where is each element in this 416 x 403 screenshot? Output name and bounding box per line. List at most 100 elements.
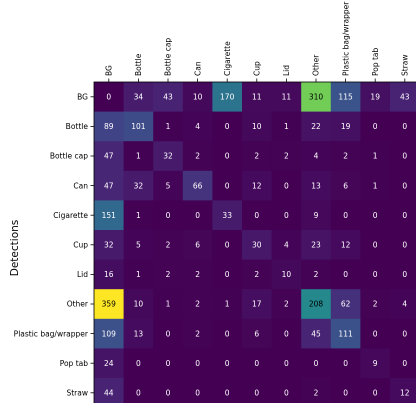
cell-value-label: 33 bbox=[222, 211, 232, 220]
heatmap-cell-bottle-can bbox=[182, 111, 213, 142]
heatmap-cell-bottle-cap-bottle-cap bbox=[153, 141, 184, 172]
y-axis-title: Detections bbox=[9, 220, 21, 276]
cell-value-label: 5 bbox=[136, 241, 141, 250]
x-tick-label-bottle: Bottle bbox=[134, 53, 143, 76]
y-tick-label-other: Other bbox=[67, 300, 89, 309]
heatmap-cell-can-cigarette bbox=[212, 170, 243, 201]
heatmap-cell-plastic-bag-wrapper-bottle-cap bbox=[153, 318, 184, 349]
heatmap-cell-cup-bottle bbox=[123, 230, 154, 260]
cell-value-label: 0 bbox=[402, 241, 407, 250]
cell-value-label: 0 bbox=[254, 211, 259, 220]
heatmap-cell-straw-straw bbox=[390, 378, 416, 403]
cell-value-label: 0 bbox=[402, 329, 407, 338]
cell-value-label: 34 bbox=[134, 93, 144, 102]
cell-value-label: 0 bbox=[343, 359, 348, 368]
heatmap-cell-bottle-pop-tab bbox=[360, 111, 391, 142]
cell-value-label: 170 bbox=[220, 93, 235, 102]
x-tick-label-bg: BG bbox=[105, 65, 114, 76]
cell-value-label: 0 bbox=[402, 270, 407, 279]
cell-value-label: 151 bbox=[102, 211, 117, 220]
heatmap-cell-other-can bbox=[182, 289, 213, 320]
cell-value-label: 6 bbox=[343, 181, 348, 190]
heatmap-cell-bg-plastic-bag-wrapper bbox=[330, 82, 361, 112]
y-tick-label-straw: Straw bbox=[66, 389, 88, 398]
cell-value-label: 44 bbox=[104, 389, 114, 398]
heatmap-cell-plastic-bag-wrapper-bottle bbox=[123, 318, 154, 349]
heatmap-cell-cigarette-lid bbox=[271, 200, 302, 231]
cell-value-label: 359 bbox=[102, 300, 117, 309]
cell-value-label: 23 bbox=[311, 241, 321, 250]
heatmap-cell-pop-tab-lid bbox=[271, 348, 302, 379]
cell-value-label: 0 bbox=[402, 181, 407, 190]
cell-value-label: 0 bbox=[166, 359, 171, 368]
x-tick-label-pop-tab: Pop tab bbox=[371, 47, 380, 76]
cell-value-label: 2 bbox=[314, 270, 319, 279]
y-tick-label-bottle: Bottle bbox=[66, 122, 89, 131]
heatmap-cell-bottle-cap-lid bbox=[271, 141, 302, 172]
heatmap-cell-pop-tab-other bbox=[301, 348, 332, 379]
heatmap-cell-bg-bg bbox=[94, 82, 124, 112]
cell-value-label: 10 bbox=[252, 122, 262, 131]
cell-value-label: 0 bbox=[225, 329, 230, 338]
heatmap-cell-lid-can bbox=[182, 259, 213, 290]
heatmap-cell-bg-bottle bbox=[123, 82, 154, 112]
cell-value-label: 11 bbox=[282, 93, 292, 102]
cell-value-label: 0 bbox=[402, 122, 407, 131]
cell-value-label: 0 bbox=[166, 329, 171, 338]
heatmap-cell-can-bottle bbox=[123, 170, 154, 201]
heatmap-cell-cigarette-cup bbox=[242, 200, 272, 231]
heatmap-cell-plastic-bag-wrapper-plastic-bag-wrapper bbox=[330, 318, 361, 349]
heatmap-cell-other-pop-tab bbox=[360, 289, 391, 320]
x-tick-label-lid: Lid bbox=[282, 65, 291, 76]
heatmap-cell-other-bg bbox=[94, 289, 124, 320]
heatmap-cell-cup-bg bbox=[94, 230, 124, 260]
heatmap-cell-cup-can bbox=[182, 230, 213, 260]
heatmap-cell-bg-other bbox=[301, 82, 332, 112]
heatmap-cell-can-bg bbox=[94, 170, 124, 201]
heatmap-cell-lid-bottle bbox=[123, 259, 154, 290]
cell-value-label: 2 bbox=[195, 270, 200, 279]
cell-value-label: 2 bbox=[195, 300, 200, 309]
heatmap-cell-cigarette-cigarette bbox=[212, 200, 243, 231]
cell-value-label: 22 bbox=[311, 122, 321, 131]
y-tick-label-bg: BG bbox=[77, 93, 88, 102]
heatmap-cell-pop-tab-cup bbox=[242, 348, 272, 379]
cell-value-label: 0 bbox=[225, 122, 230, 131]
heatmap-cell-bottle-bottle bbox=[123, 111, 154, 142]
heatmap-cell-other-bottle-cap bbox=[153, 289, 184, 320]
heatmap-cell-bottle-cap-can bbox=[182, 141, 213, 172]
heatmap-cell-straw-lid bbox=[271, 378, 302, 403]
heatmap-cell-can-cup bbox=[242, 170, 272, 201]
x-tick-label-can: Can bbox=[193, 61, 202, 76]
cell-value-label: 32 bbox=[163, 152, 173, 161]
heatmap-cell-bg-bottle-cap bbox=[153, 82, 184, 112]
y-tick-label-bottle-cap: Bottle cap bbox=[50, 152, 88, 161]
cell-value-label: 12 bbox=[341, 241, 351, 250]
heatmap-cell-plastic-bag-wrapper-straw bbox=[390, 318, 416, 349]
heatmap-cell-plastic-bag-wrapper-can bbox=[182, 318, 213, 349]
heatmap-cell-cigarette-other bbox=[301, 200, 332, 231]
heatmap-cell-straw-can bbox=[182, 378, 213, 403]
heatmap-cell-other-plastic-bag-wrapper bbox=[330, 289, 361, 320]
cell-value-label: 2 bbox=[314, 389, 319, 398]
heatmap-cell-other-other bbox=[301, 289, 332, 320]
heatmap-cell-bottle-cup bbox=[242, 111, 272, 142]
cell-value-label: 0 bbox=[284, 329, 289, 338]
heatmap-cell-can-can bbox=[182, 170, 213, 201]
cell-value-label: 1 bbox=[136, 211, 141, 220]
cell-value-label: 43 bbox=[163, 93, 173, 102]
heatmap-cell-bottle-bottle-cap bbox=[153, 111, 184, 142]
heatmap-cell-lid-lid bbox=[271, 259, 302, 290]
cell-value-label: 0 bbox=[225, 359, 230, 368]
heatmap-cell-bottle-cap-bottle bbox=[123, 141, 154, 172]
heatmap-cell-lid-other bbox=[301, 259, 332, 290]
cell-value-label: 19 bbox=[370, 93, 380, 102]
cell-value-label: 0 bbox=[284, 389, 289, 398]
heatmap-cell-straw-cup bbox=[242, 378, 272, 403]
heatmap-cell-bottle-cigarette bbox=[212, 111, 243, 142]
heatmap-cell-bg-pop-tab bbox=[360, 82, 391, 112]
cell-value-label: 1 bbox=[166, 300, 171, 309]
y-tick-label-cup: Cup bbox=[73, 241, 88, 250]
